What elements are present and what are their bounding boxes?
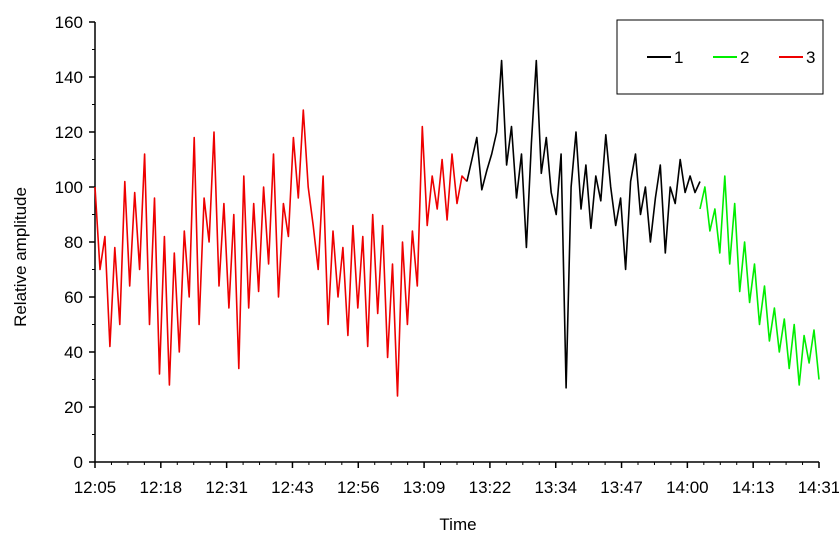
x-tick-label: 14:31 <box>798 478 839 497</box>
y-axis-title: Relative amplitude <box>11 187 30 327</box>
x-tick-label: 13:09 <box>403 478 446 497</box>
x-tick-label: 12:05 <box>74 478 117 497</box>
y-tick-label: 0 <box>74 453 83 472</box>
x-tick-label: 13:22 <box>469 478 512 497</box>
y-tick-label: 160 <box>55 13 83 32</box>
y-tick-label: 140 <box>55 68 83 87</box>
legend-items: 1 2 3 <box>647 48 815 67</box>
x-tick-label: 13:34 <box>534 478 577 497</box>
legend-label-2: 2 <box>740 48 749 67</box>
y-tick-label: 60 <box>64 288 83 307</box>
legend-label-1: 1 <box>674 48 683 67</box>
y-tick-label: 20 <box>64 398 83 417</box>
y-tick-label: 40 <box>64 343 83 362</box>
x-tick-label: 13:47 <box>600 478 643 497</box>
x-tick-label: 14:13 <box>732 478 775 497</box>
y-tick-label: 120 <box>55 123 83 142</box>
x-tick-group: 12:05 12:18 12:31 12:43 12:56 13:09 13:22 13:34… <box>74 462 839 497</box>
x-tick-label: 12:18 <box>140 478 183 497</box>
x-tick-label: 12:31 <box>205 478 248 497</box>
series-line-1 <box>466 59 701 389</box>
legend-label-3: 3 <box>806 48 815 67</box>
y-tick-group: 0 20 40 60 80 100 120 140 160 <box>55 13 95 472</box>
x-tick-label: 12:43 <box>271 478 314 497</box>
x-tick-label: 12:56 <box>337 478 380 497</box>
series-line-3 <box>94 109 468 397</box>
x-axis-title: Time <box>439 515 476 534</box>
y-tick-label: 80 <box>64 233 83 252</box>
x-tick-label: 14:00 <box>666 478 709 497</box>
series-line-2 <box>699 175 820 386</box>
y-tick-label: 100 <box>55 178 83 197</box>
legend: 1 2 3 <box>616 19 824 95</box>
series-layer <box>94 59 820 397</box>
